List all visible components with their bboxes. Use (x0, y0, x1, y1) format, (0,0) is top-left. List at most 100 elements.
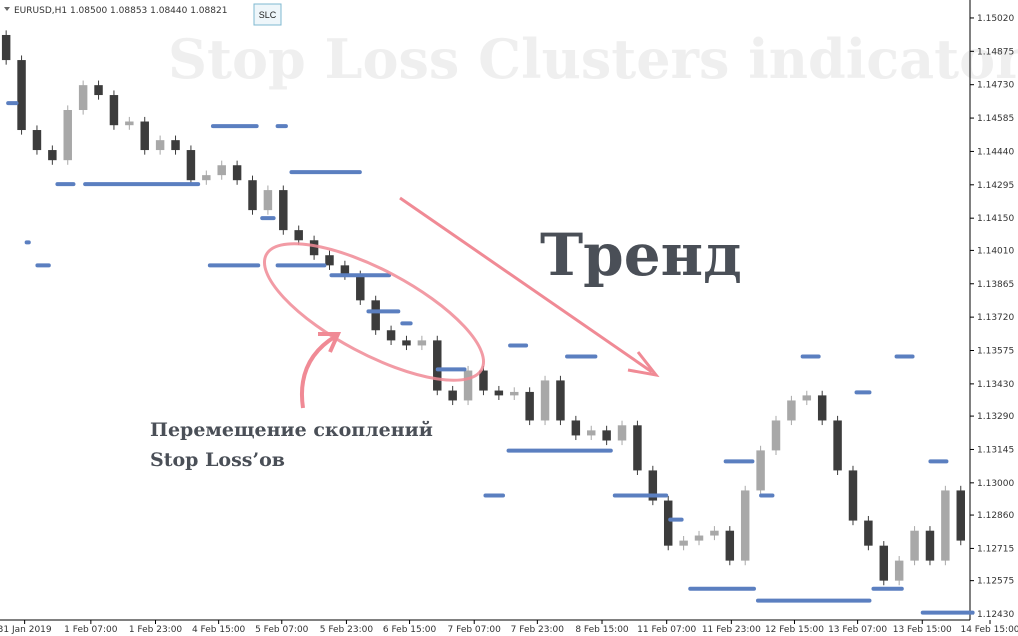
y-tick-label: 1.13145 (977, 445, 1014, 455)
slc-button-label[interactable]: SLC (259, 10, 277, 20)
candle-body (633, 425, 642, 471)
symbol-header: EURUSD,H1 1.08500 1.08853 1.08440 1.0882… (14, 6, 227, 16)
candle-body (494, 390, 504, 396)
candle-body (648, 470, 658, 501)
y-tick-label: 1.14150 (977, 214, 1014, 224)
candle-body (617, 425, 627, 441)
x-tick-label: 1 Feb 07:00 (64, 625, 118, 635)
slc-button[interactable] (253, 3, 282, 26)
y-tick-label: 1.13575 (977, 347, 1014, 357)
stop-loss-cluster (289, 170, 362, 175)
candle-body (802, 395, 812, 401)
candle-body (1, 34, 11, 61)
x-tick-label: 7 Feb 07:00 (448, 625, 502, 635)
stop-loss-cluster (35, 263, 51, 268)
candle-body (756, 450, 765, 491)
candle-body (479, 370, 488, 391)
candle-body (32, 130, 42, 151)
candle-body (433, 340, 442, 391)
y-tick-label: 1.12430 (977, 610, 1014, 620)
candle-body (402, 340, 411, 346)
candle-body (263, 190, 273, 211)
x-tick-label: 14 Feb 15:00 (960, 625, 1018, 635)
x-tick-label: 8 Feb 15:00 (575, 625, 629, 635)
candle-body (17, 60, 26, 131)
candle-body (571, 420, 581, 436)
candle-body (694, 535, 704, 541)
candle-body (710, 530, 719, 536)
y-tick-label: 1.13720 (977, 313, 1014, 323)
candle-body (525, 391, 534, 421)
candle-body (248, 180, 257, 211)
candle-body (941, 490, 950, 561)
y-tick-label: 1.13290 (977, 412, 1014, 422)
candle-body (294, 230, 303, 241)
candle-body (740, 490, 750, 561)
candle-body (725, 530, 735, 561)
stop-loss-cluster (508, 343, 529, 348)
y-tick-label: 1.12860 (977, 511, 1014, 521)
x-tick-label: 12 Feb 15:00 (765, 625, 824, 635)
candle-body (956, 490, 965, 541)
stop-loss-cluster (928, 459, 949, 464)
y-tick-label: 1.13000 (977, 479, 1014, 489)
stop-loss-cluster (800, 354, 821, 359)
candle-body (817, 395, 827, 421)
menu-arrow (4, 7, 10, 11)
stop-loss-cluster (260, 216, 276, 221)
candle-body (417, 340, 427, 346)
stop-loss-cluster (435, 367, 467, 372)
candle-body (386, 330, 396, 341)
candle-body (140, 121, 149, 151)
candle-body (371, 300, 380, 331)
y-tick-label: 1.12715 (977, 544, 1014, 554)
stop-loss-cluster (275, 124, 288, 129)
y-tick-label: 1.15020 (977, 14, 1014, 24)
trend-arrowhead (627, 351, 660, 378)
x-tick-label: 6 Feb 15:00 (383, 625, 437, 635)
stop-loss-cluster (688, 586, 756, 591)
candle-body (771, 420, 781, 451)
candle-body (833, 420, 842, 471)
candle-body (325, 255, 334, 266)
stop-loss-cluster (854, 390, 872, 395)
stop-loss-cluster (400, 321, 413, 326)
candle-body (587, 430, 596, 436)
y-tick-label: 1.14585 (977, 114, 1014, 124)
candle-body (279, 190, 288, 231)
y-tick-label: 1.12575 (977, 577, 1014, 587)
candle-body (48, 150, 57, 161)
candle-body (202, 175, 211, 181)
stop-loss-cluster (483, 493, 506, 498)
candle-body (78, 85, 88, 111)
stop-loss-cluster (894, 354, 915, 359)
candle-body (602, 430, 611, 441)
y-tick-label: 1.14875 (977, 47, 1014, 57)
watermark-title: Stop Loss Clusters indicator (168, 27, 1018, 91)
candle-body (864, 520, 873, 546)
candle-body (848, 470, 858, 521)
stop-loss-cluster (55, 182, 76, 187)
y-tick-label: 1.14730 (977, 81, 1014, 91)
candle-body (448, 390, 457, 401)
stop-loss-cluster (920, 610, 975, 615)
stop-loss-cluster (668, 517, 684, 522)
candle-body (125, 121, 134, 126)
x-tick-label: 13 Feb 07:00 (828, 625, 887, 635)
stop-loss-cluster (207, 263, 261, 268)
stop-loss-cluster (24, 240, 31, 245)
stop-loss-cluster (366, 309, 401, 314)
stop-loss-cluster (759, 493, 775, 498)
x-tick-label: 5 Feb 23:00 (320, 625, 374, 635)
x-tick-label: 13 Feb 15:00 (893, 625, 952, 635)
candle-body (171, 140, 180, 151)
x-tick-label: 11 Feb 07:00 (637, 625, 696, 635)
candle-body (340, 265, 350, 276)
candle-body (109, 95, 119, 126)
stop-loss-cluster (755, 598, 872, 603)
stop-loss-cluster (506, 448, 613, 453)
y-tick-label: 1.14295 (977, 181, 1014, 191)
candle-body (556, 380, 565, 421)
y-tick-label: 1.14010 (977, 246, 1014, 256)
